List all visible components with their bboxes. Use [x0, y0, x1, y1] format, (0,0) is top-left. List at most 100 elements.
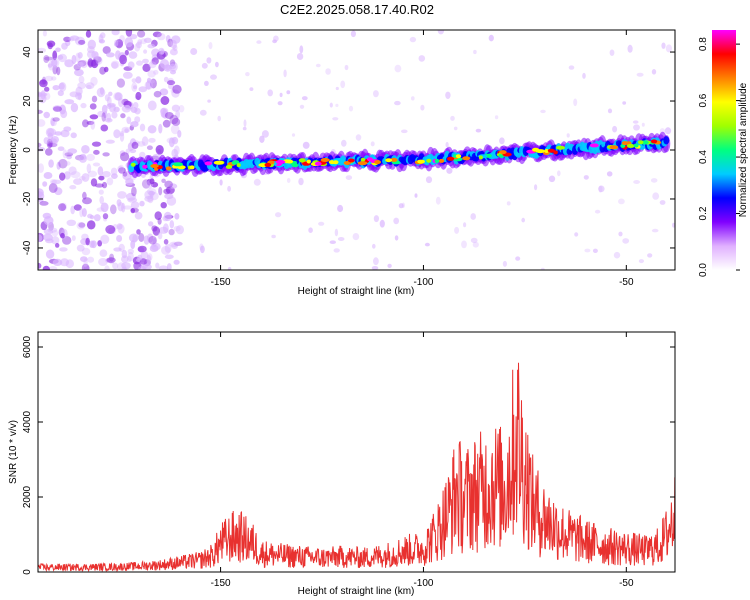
spectrogram-noise-cell	[106, 52, 115, 58]
spectrogram-noise-cell	[119, 130, 125, 137]
figure-title: C2E2.2025.058.17.40.R02	[280, 2, 434, 17]
spectrogram-noise-cell	[163, 239, 169, 245]
spectrogram-noise-cell	[55, 243, 60, 248]
spectrogram-noise-cell	[94, 183, 104, 188]
spectrogram-noise-cell	[81, 263, 90, 270]
spectrogram-noise-cell	[135, 76, 142, 84]
spectrogram-noise-cell	[219, 179, 223, 186]
spectrogram-noise-cell	[77, 52, 83, 59]
spectrogram-noise-cell	[102, 46, 111, 55]
spectrogram-peak-cell	[189, 165, 195, 170]
spectrogram-noise-cell	[118, 97, 124, 108]
spectrogram-noise-cell	[168, 228, 175, 236]
spectrogram-noise-cell	[117, 202, 124, 212]
spectrogram-noise-cell	[64, 59, 74, 68]
spectrogram-noise-cell	[329, 240, 336, 244]
spectrogram-ytick-label: 20	[22, 95, 33, 107]
spectrogram-noise-cell	[105, 225, 116, 234]
spectrogram-noise-cell	[299, 45, 304, 54]
spectrogram-noise-cell	[118, 167, 126, 174]
spectrogram-noise-cell	[169, 183, 178, 189]
spectrogram-noise-cell	[450, 115, 455, 121]
spectrogram-noise-cell	[54, 187, 63, 196]
spectrogram-noise-cell	[111, 61, 119, 69]
spectrogram-noise-cell	[48, 183, 58, 193]
spectrogram-noise-cell	[475, 128, 482, 133]
spectrogram-ytick-label: -40	[22, 240, 33, 255]
spectrogram-noise-cell	[582, 72, 586, 79]
spectrogram-noise-cell	[592, 248, 598, 253]
spectrogram-peak-cell	[547, 148, 556, 153]
spectrogram-noise-cell	[152, 153, 161, 160]
spectrogram-noise-cell	[98, 39, 105, 44]
spectrogram-peak-cell	[357, 161, 368, 166]
spectrogram-noise-cell	[253, 178, 261, 186]
spectrogram-noise-cell	[127, 197, 138, 203]
spectrogram-noise-cell	[165, 35, 171, 43]
spectrogram-peak-cell	[438, 158, 445, 163]
spectrogram-noise-cell	[47, 63, 53, 68]
spectrogram-noise-cell	[77, 82, 86, 90]
spectrogram-noise-cell	[47, 227, 58, 233]
colorbar-ticks: 0.0 0.2 0.4 0.6 0.8	[698, 37, 740, 277]
spectrogram-noise-cell	[566, 133, 570, 138]
spectrogram-noise-cell	[373, 257, 379, 266]
spectrogram-noise-cell	[261, 130, 269, 138]
spectrogram-peak-cell	[173, 162, 183, 167]
spectrogram-noise-cell	[201, 62, 208, 69]
spectrogram-noise-cell	[136, 60, 143, 66]
snr-ytick-label: 0	[22, 569, 33, 575]
spectrogram-noise-cell	[131, 78, 137, 83]
spectrogram-noise-cell	[215, 61, 219, 68]
spectrogram-noise-cell	[502, 260, 507, 267]
spectrogram-noise-cell	[548, 175, 556, 183]
spectrogram-noise-cell	[151, 57, 159, 65]
spectrogram-noise-cell	[43, 55, 50, 63]
spectrogram-noise-cell	[134, 116, 141, 123]
spectrogram-noise-cell	[85, 82, 95, 90]
spectrogram-noise-cell	[70, 132, 77, 139]
spectrogram-noise-cell	[111, 111, 118, 119]
spectrogram-peak-cell	[544, 149, 549, 153]
spectrogram-noise-cell	[56, 66, 61, 76]
spectrogram-noise-cell	[318, 221, 325, 226]
spectrogram-noise-cell	[149, 78, 157, 89]
spectrogram-xtick-label: -150	[211, 277, 231, 288]
spectrogram-noise-cell	[171, 148, 178, 158]
spectrogram-noise-cell	[81, 145, 90, 154]
spectrogram-noise-cell	[173, 145, 180, 156]
spectrogram-noise-cell	[128, 51, 138, 59]
spectrogram-noise-cell	[91, 95, 98, 103]
spectrogram-noise-cell	[178, 105, 185, 113]
colorbar-tick-label: 0.6	[698, 93, 709, 107]
spectrogram-noise-cell	[411, 96, 415, 101]
spectrogram-noise-cell	[137, 141, 146, 147]
spectrogram-noise-cell	[155, 262, 160, 269]
spectrogram-noise-cell	[454, 226, 460, 234]
spectrogram-noise-cell	[44, 75, 54, 82]
spectrogram-noise-cell	[425, 176, 433, 184]
spectrogram-noise-cell	[52, 85, 60, 91]
spectrogram-peak-cell	[332, 160, 339, 165]
spectrogram-noise-cell	[137, 30, 146, 38]
spectrogram-noise-cell	[43, 111, 50, 119]
spectrogram-peak-cell	[532, 147, 540, 152]
spectrogram-noise-cell	[86, 120, 95, 125]
spectrogram-ylabel: Frequency (Hz)	[8, 116, 19, 185]
spectrogram-noise-cell	[59, 247, 68, 252]
spectrogram-noise-cell	[147, 70, 156, 78]
spectrogram-noise-cell	[71, 54, 77, 65]
spectrogram-peak-cell	[264, 162, 272, 167]
spectrogram-noise-cell	[86, 163, 92, 174]
spectrogram-noise-cell	[134, 211, 143, 220]
spectrogram-noise-cell	[131, 186, 137, 197]
spectrogram-noise-cell	[302, 141, 310, 149]
spectrogram-noise-cell	[89, 114, 99, 120]
spectrogram-noise-cell	[61, 42, 68, 50]
spectrogram-noise-cell	[125, 178, 134, 186]
spectrogram-noise-cell	[665, 44, 673, 53]
spectrogram-noise-cell	[98, 189, 104, 195]
snr-ytick-label: 4000	[22, 410, 33, 433]
spectrogram-noise-cell	[171, 117, 181, 127]
